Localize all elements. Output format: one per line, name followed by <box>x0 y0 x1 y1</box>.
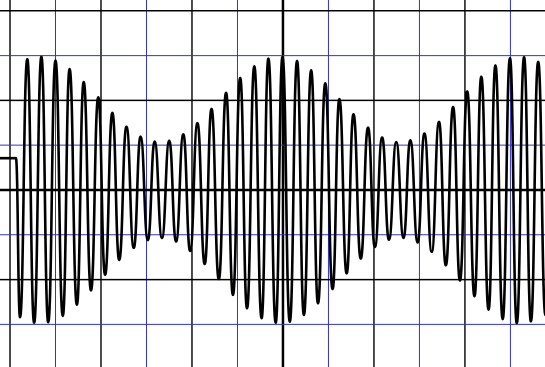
waveform <box>0 55 545 325</box>
